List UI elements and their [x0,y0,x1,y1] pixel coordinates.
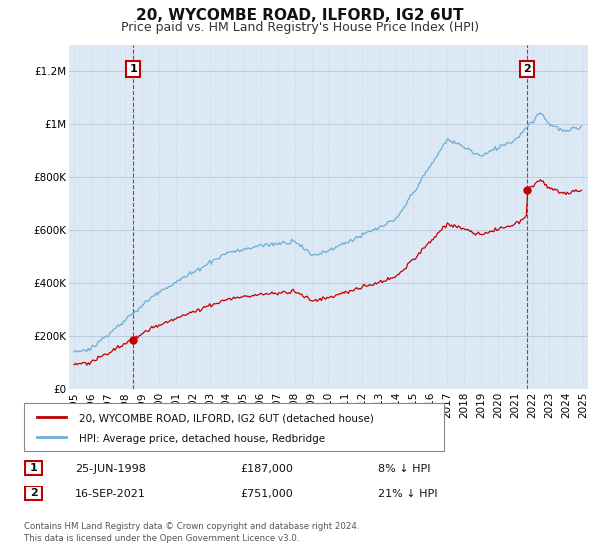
Text: 1: 1 [30,463,37,473]
Text: £751,000: £751,000 [240,489,293,499]
Text: Contains HM Land Registry data © Crown copyright and database right 2024.
This d: Contains HM Land Registry data © Crown c… [24,522,359,543]
FancyBboxPatch shape [24,403,444,451]
Text: 2: 2 [30,488,37,498]
Text: 1: 1 [129,64,137,74]
Text: 20, WYCOMBE ROAD, ILFORD, IG2 6UT: 20, WYCOMBE ROAD, ILFORD, IG2 6UT [136,8,464,24]
Text: 25-JUN-1998: 25-JUN-1998 [75,464,146,474]
Text: 8% ↓ HPI: 8% ↓ HPI [378,464,431,474]
Text: 20, WYCOMBE ROAD, ILFORD, IG2 6UT (detached house): 20, WYCOMBE ROAD, ILFORD, IG2 6UT (detac… [79,413,373,423]
Text: 16-SEP-2021: 16-SEP-2021 [75,489,146,499]
Text: 2: 2 [523,64,531,74]
Text: Price paid vs. HM Land Registry's House Price Index (HPI): Price paid vs. HM Land Registry's House … [121,21,479,34]
Text: 21% ↓ HPI: 21% ↓ HPI [378,489,437,499]
FancyBboxPatch shape [25,486,42,501]
Text: HPI: Average price, detached house, Redbridge: HPI: Average price, detached house, Redb… [79,435,325,445]
Text: £187,000: £187,000 [240,464,293,474]
FancyBboxPatch shape [25,461,42,475]
